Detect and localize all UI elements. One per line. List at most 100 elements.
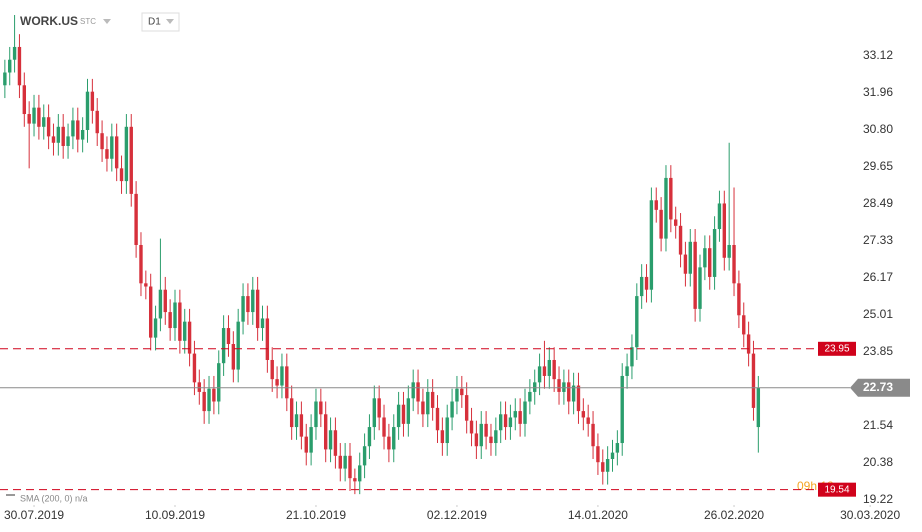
- candle-body: [353, 478, 357, 482]
- price-level-box: [818, 482, 856, 497]
- y-tick-label: 21.54: [863, 418, 893, 432]
- candle-body: [669, 177, 673, 220]
- candle-body: [367, 427, 372, 447]
- candle-body: [435, 407, 440, 431]
- candle-body: [168, 312, 172, 329]
- candle-body: [474, 433, 479, 447]
- candle-body: [605, 459, 610, 472]
- candle-body: [596, 446, 600, 463]
- candle-body: [183, 321, 187, 341]
- candle-body: [615, 443, 620, 453]
- y-tick-label: 31.96: [863, 85, 893, 99]
- candle-body: [717, 203, 722, 230]
- candle-body: [236, 321, 240, 370]
- candle-body: [12, 46, 17, 60]
- candle-body: [411, 382, 415, 399]
- candle-body: [571, 385, 576, 402]
- y-tick-label: 29.65: [863, 159, 893, 173]
- candle-body: [192, 353, 197, 383]
- candle-body: [703, 248, 707, 268]
- candle-body: [625, 366, 629, 376]
- candle-body: [323, 414, 328, 450]
- candle-body: [732, 244, 736, 284]
- candle-body: [712, 229, 717, 277]
- indicator-icon[interactable]: [6, 494, 15, 496]
- candle-body: [455, 388, 459, 402]
- candle-body: [698, 267, 702, 309]
- candle-body: [241, 296, 245, 322]
- y-tick-label: 27.33: [863, 233, 893, 247]
- candle-body: [124, 126, 129, 182]
- candle-body: [46, 117, 51, 137]
- candle-body: [294, 414, 299, 428]
- exchange[interactable]: STC: [80, 17, 96, 26]
- candle-body: [3, 72, 7, 86]
- candle-body: [270, 359, 274, 380]
- indicator-label: SMA (200, 0) n/a: [20, 493, 88, 503]
- candle-body: [523, 401, 527, 424]
- candle-body: [163, 289, 167, 313]
- candle-body: [528, 391, 532, 402]
- interval-arrow: [166, 19, 174, 24]
- symbol[interactable]: WORK.US: [20, 14, 78, 28]
- candle-body: [95, 110, 99, 134]
- candle-body: [148, 286, 153, 338]
- candle-body: [80, 130, 85, 140]
- candle-body: [309, 427, 313, 453]
- candle-body: [396, 404, 401, 428]
- candle-body: [533, 382, 537, 392]
- candle-body: [537, 366, 542, 383]
- candle-body: [498, 414, 503, 431]
- candle-body: [17, 46, 22, 86]
- candle-body: [42, 117, 46, 127]
- interval-select[interactable]: [141, 12, 180, 32]
- candle-body: [562, 382, 566, 392]
- candle-body: [664, 177, 668, 239]
- candle-body: [153, 318, 158, 338]
- candle-body: [231, 344, 236, 370]
- x-tick-label: 14.01.2020: [568, 508, 628, 522]
- candle-body: [217, 363, 221, 402]
- candle-body: [746, 334, 751, 354]
- interval[interactable]: D1: [148, 17, 161, 28]
- candle-body: [119, 168, 124, 182]
- candle-body: [751, 353, 756, 408]
- candle-body: [358, 465, 362, 482]
- candle-body: [382, 417, 386, 437]
- candle-body: [460, 388, 464, 396]
- candle-body: [518, 411, 522, 424]
- candle-body: [158, 289, 163, 319]
- candle-body: [144, 283, 148, 287]
- candle-body: [280, 366, 284, 386]
- candle-body: [202, 391, 206, 412]
- candle-body: [387, 436, 391, 450]
- price-level-label: 23.95: [824, 343, 849, 354]
- candle-body: [484, 423, 488, 437]
- candle-body: [401, 404, 406, 424]
- candle-body: [207, 388, 211, 412]
- candle-body: [557, 379, 561, 392]
- last-price-box: [850, 378, 910, 397]
- candle-body: [66, 136, 70, 146]
- candle-body: [591, 423, 595, 447]
- candle-body: [742, 315, 746, 335]
- candle-body: [445, 417, 449, 444]
- candle-body: [56, 126, 61, 143]
- candle-body: [727, 244, 731, 258]
- candle-body: [635, 296, 639, 348]
- candle-body: [134, 193, 138, 245]
- candle-body: [426, 391, 430, 415]
- price-level-box: [818, 341, 856, 356]
- candle-body: [71, 120, 75, 137]
- candle-body: [226, 328, 231, 345]
- candle-body: [576, 385, 581, 412]
- x-tick-label: 10.09.2019: [145, 508, 205, 522]
- candle-body: [649, 200, 654, 290]
- candle-body: [421, 401, 425, 415]
- dropdown-arrow[interactable]: [103, 19, 111, 24]
- candle-body: [8, 59, 12, 73]
- candle-body: [683, 254, 688, 274]
- x-tick-label: 02.12.2019: [427, 508, 487, 522]
- candle-body: [299, 414, 304, 437]
- candle-body: [601, 462, 605, 472]
